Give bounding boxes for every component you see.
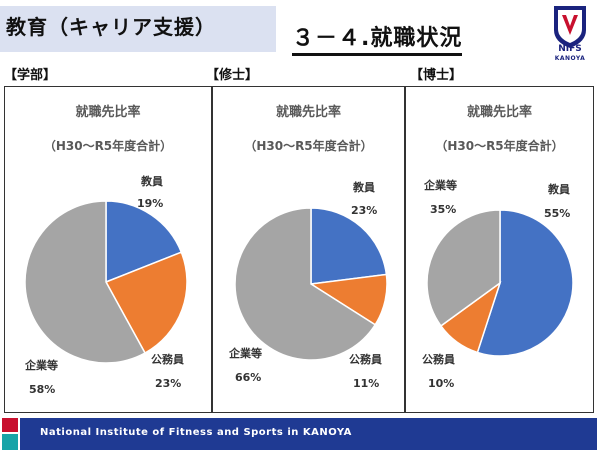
- pie-slice-company: [234, 207, 377, 361]
- slice-value-label: 58%: [29, 383, 56, 396]
- slice-value-label: 11%: [353, 377, 380, 390]
- pie-chart-undergrad: [24, 200, 188, 364]
- chart-title: 就職先比率: [75, 105, 141, 120]
- slice-name-label: 企業等: [229, 347, 262, 360]
- pie-slice-teacher: [310, 207, 388, 285]
- chart-panel-doctoral: 就職先比率 （H30～R5年度合計） 教員 55% 公務員 10% 企業等 35…: [405, 86, 594, 413]
- footer-accent-teal: [2, 434, 18, 450]
- chart-panel-undergrad: 就職先比率 （H30～R5年度合計） 教員 19% 公務員 23% 企業等 58…: [4, 86, 212, 413]
- logo-main-text: NIFS: [558, 44, 582, 54]
- slice-value-label: 35%: [430, 203, 457, 216]
- chart-title: 就職先比率: [275, 105, 341, 120]
- footer-accent-red: [2, 418, 18, 432]
- slice-value-label: 19%: [137, 197, 164, 210]
- slice-value-label: 23%: [155, 377, 182, 390]
- pie-slice-civil-servant: [104, 251, 188, 355]
- slice-name-label: 企業等: [424, 179, 457, 192]
- slice-name-label: 公務員: [422, 353, 455, 366]
- slice-value-label: 55%: [544, 207, 571, 220]
- chart-subtitle: （H30～R5年度合計）: [244, 139, 373, 153]
- slice-name-label: 企業等: [25, 359, 58, 372]
- chart-subtitle: （H30～R5年度合計）: [43, 139, 173, 153]
- nifs-logo-icon: [554, 6, 586, 48]
- chart-subtitle: （H30～R5年度合計）: [435, 139, 564, 153]
- slice-value-label: 10%: [428, 377, 455, 390]
- slice-name-label: 教員: [548, 183, 570, 196]
- pie-slice-company: [426, 209, 501, 327]
- pie-chart-doctoral: [426, 209, 574, 357]
- slice-name-label: 公務員: [349, 353, 382, 366]
- slice-value-label: 66%: [235, 371, 262, 384]
- slice-value-label: 23%: [351, 204, 378, 217]
- slice-name-label: 公務員: [151, 353, 184, 366]
- chart-panel-masters: 就職先比率 （H30～R5年度合計） 教員 23% 公務員 11% 企業等 66…: [212, 86, 405, 413]
- section-label-doctoral: 【博士】: [410, 68, 463, 83]
- pie-slice-company: [24, 200, 147, 364]
- slice-name-label: 教員: [353, 181, 375, 194]
- logo-text: NIFS KANOYA: [544, 45, 596, 63]
- pie-chart-masters: [234, 207, 388, 361]
- footer-text: National Institute of Fitness and Sports…: [40, 427, 352, 438]
- pie-slice-teacher: [476, 209, 574, 357]
- pie-slice-teacher: [105, 200, 183, 284]
- section-label-undergrad: 【学部】: [4, 68, 57, 83]
- footer-bar: [20, 418, 597, 450]
- section-subtitle: ３－４.就職状況: [292, 20, 463, 56]
- chart-title: 就職先比率: [466, 105, 532, 120]
- section-label-masters: 【修士】: [206, 68, 259, 83]
- logo-sub-text: KANOYA: [554, 55, 586, 62]
- slice-name-label: 教員: [141, 175, 163, 188]
- page-title: 教育（キャリア支援）: [0, 6, 276, 52]
